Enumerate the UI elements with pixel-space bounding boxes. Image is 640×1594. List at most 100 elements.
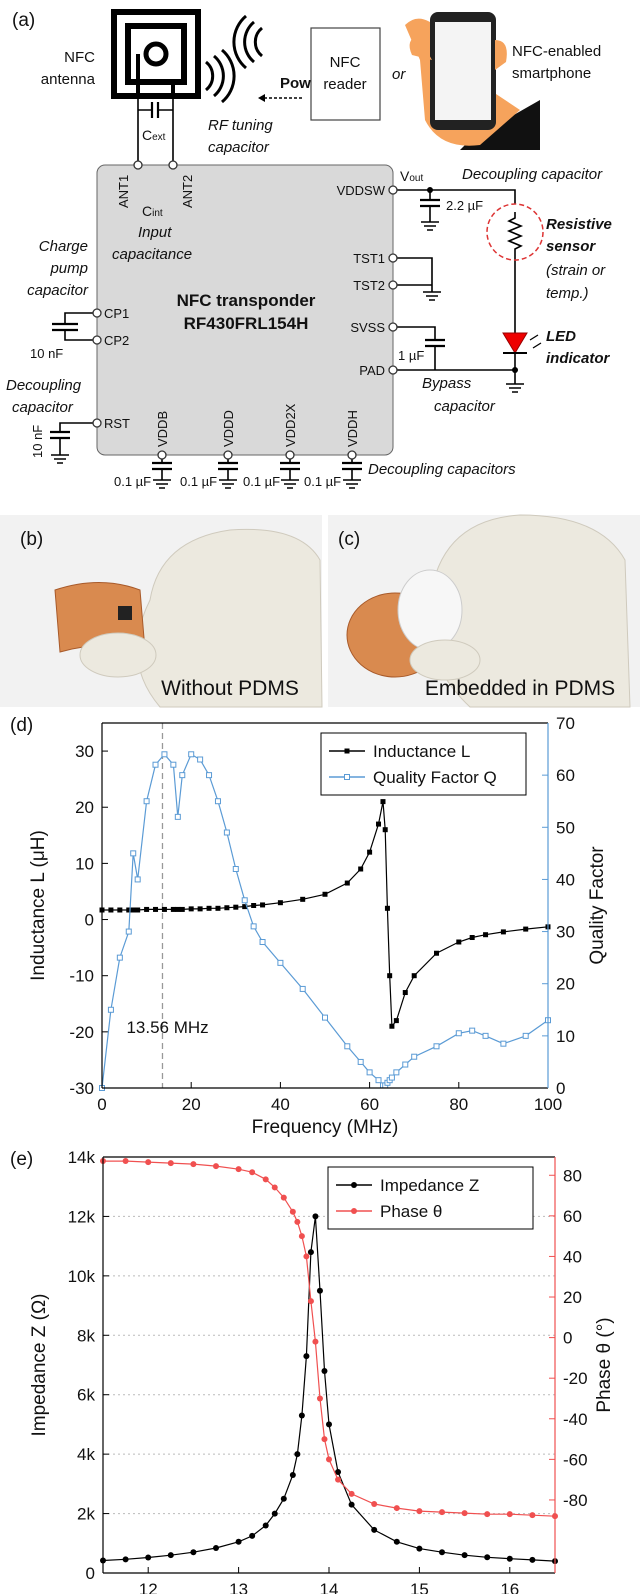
marker bbox=[272, 1511, 278, 1517]
y-tick-label: -20 bbox=[69, 1023, 94, 1042]
marker bbox=[303, 1353, 309, 1359]
marker bbox=[117, 907, 122, 912]
marker bbox=[345, 881, 350, 886]
y-tick-label: 0 bbox=[85, 911, 94, 930]
marker bbox=[190, 1161, 196, 1167]
marker bbox=[349, 1491, 355, 1497]
note: capacitor bbox=[434, 398, 496, 415]
marker bbox=[483, 1033, 488, 1038]
vout-label: Vout bbox=[400, 168, 423, 184]
x-tick-label: 14 bbox=[320, 1580, 339, 1594]
y-tick-label: 8k bbox=[77, 1326, 95, 1345]
marker bbox=[345, 775, 350, 780]
reader-box bbox=[311, 28, 380, 120]
x-tick-label: 13 bbox=[229, 1580, 248, 1594]
note: Charge bbox=[39, 238, 88, 255]
y-tick-label: 4k bbox=[77, 1445, 95, 1464]
sensor-label: sensor bbox=[546, 238, 596, 255]
led-label: LED bbox=[546, 328, 576, 345]
marker bbox=[456, 1031, 461, 1036]
marker bbox=[263, 1176, 269, 1182]
x-tick-label: 16 bbox=[500, 1580, 519, 1594]
marker bbox=[260, 940, 265, 945]
panel-label: (b) bbox=[20, 529, 43, 550]
phone-label: NFC-enabled bbox=[512, 43, 601, 60]
marker bbox=[412, 973, 417, 978]
marker bbox=[358, 867, 363, 872]
pin-label: SVSS bbox=[350, 320, 385, 335]
sensor-note: temp.) bbox=[546, 285, 589, 302]
marker bbox=[367, 1070, 372, 1075]
cap-symbol: C bbox=[142, 127, 152, 143]
marker bbox=[371, 1527, 377, 1533]
note: capacitance bbox=[112, 246, 192, 263]
y-tick-label: 10k bbox=[68, 1267, 96, 1286]
y2-tick-label: -20 bbox=[563, 1369, 588, 1388]
marker bbox=[213, 1545, 219, 1551]
y2-tick-label: 80 bbox=[563, 1166, 582, 1185]
y2-axis-title: Quality Factor bbox=[587, 846, 608, 965]
panel-label: (c) bbox=[338, 529, 360, 550]
y2-tick-label: 40 bbox=[556, 870, 575, 889]
y-axis-title: Inductance L (μH) bbox=[28, 830, 49, 981]
series-line bbox=[102, 802, 548, 1027]
marker bbox=[389, 1075, 394, 1080]
marker bbox=[323, 1015, 328, 1020]
marker bbox=[470, 1028, 475, 1033]
cap-value: 2.2 µF bbox=[446, 198, 483, 213]
marker bbox=[394, 1539, 400, 1545]
cap-value: 0.1 µF bbox=[114, 474, 151, 489]
y-tick-label: 6k bbox=[77, 1386, 95, 1405]
y2-tick-label: 20 bbox=[556, 975, 575, 994]
marker bbox=[198, 757, 203, 762]
marker bbox=[171, 907, 176, 912]
series-line bbox=[103, 1216, 555, 1561]
marker bbox=[351, 1182, 357, 1188]
reader-label: reader bbox=[323, 76, 366, 93]
pin-label: ANT2 bbox=[180, 175, 195, 208]
marker bbox=[416, 1508, 422, 1514]
led-label: indicator bbox=[546, 350, 611, 367]
cap-subscript: int bbox=[152, 208, 163, 219]
marker bbox=[326, 1421, 332, 1427]
pdms-tube bbox=[398, 570, 462, 650]
marker bbox=[207, 773, 212, 778]
panel-label: (a) bbox=[12, 10, 35, 31]
marker bbox=[507, 1511, 513, 1517]
marker bbox=[108, 907, 113, 912]
marker bbox=[236, 1539, 242, 1545]
pin-label: VDD2X bbox=[283, 403, 298, 447]
legend-label: Phase θ bbox=[380, 1202, 442, 1221]
antenna-label: antenna bbox=[41, 71, 96, 88]
node bbox=[427, 187, 433, 193]
cap-subscript: ext bbox=[152, 132, 166, 143]
marker bbox=[383, 827, 388, 832]
x-tick-label: 12 bbox=[139, 1580, 158, 1594]
cap-value: 0.1 µF bbox=[243, 474, 280, 489]
marker bbox=[358, 1059, 363, 1064]
pin-label: VDDSW bbox=[337, 183, 386, 198]
y2-tick-label: 50 bbox=[556, 818, 575, 837]
marker bbox=[412, 1054, 417, 1059]
marker bbox=[294, 1451, 300, 1457]
cap-value: 1 µF bbox=[398, 348, 424, 363]
x-tick-label: 40 bbox=[271, 1095, 290, 1114]
pin-label: PAD bbox=[359, 363, 385, 378]
cap-label: Cext bbox=[142, 127, 166, 143]
marker bbox=[403, 990, 408, 995]
marker bbox=[294, 1219, 300, 1225]
marker bbox=[389, 1024, 394, 1029]
x-tick-label: 100 bbox=[534, 1095, 562, 1114]
pin-label: TST2 bbox=[353, 278, 385, 293]
x-tick-label: 60 bbox=[360, 1095, 379, 1114]
marker bbox=[300, 986, 305, 991]
note: Decoupling bbox=[6, 377, 82, 394]
marker bbox=[251, 903, 256, 908]
chip-title: NFC transponder bbox=[177, 291, 316, 310]
marker bbox=[303, 1253, 309, 1259]
marker bbox=[501, 1041, 506, 1046]
y2-tick-label: 30 bbox=[556, 923, 575, 942]
y-tick-label: 20 bbox=[75, 798, 94, 817]
sensor-note: (strain or bbox=[546, 262, 606, 279]
marker bbox=[434, 1044, 439, 1049]
